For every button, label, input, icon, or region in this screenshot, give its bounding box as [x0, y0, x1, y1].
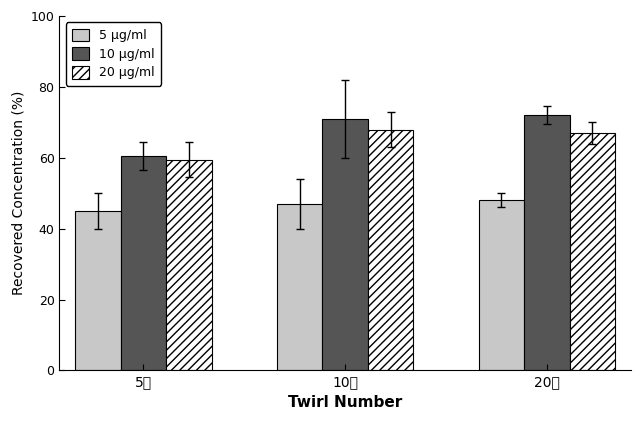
- Bar: [524, 115, 569, 370]
- Y-axis label: Recovered Concentration (%): Recovered Concentration (%): [11, 91, 25, 296]
- X-axis label: Twirl Number: Twirl Number: [288, 395, 403, 410]
- Bar: [75, 211, 121, 370]
- Bar: [166, 160, 211, 370]
- Bar: [569, 133, 615, 370]
- Legend: 5 μg/ml, 10 μg/ml, 20 μg/ml: 5 μg/ml, 10 μg/ml, 20 μg/ml: [65, 22, 161, 86]
- Bar: [121, 156, 166, 370]
- Bar: [368, 130, 413, 370]
- Bar: [322, 119, 368, 370]
- Bar: [277, 204, 322, 370]
- Bar: [479, 200, 524, 370]
